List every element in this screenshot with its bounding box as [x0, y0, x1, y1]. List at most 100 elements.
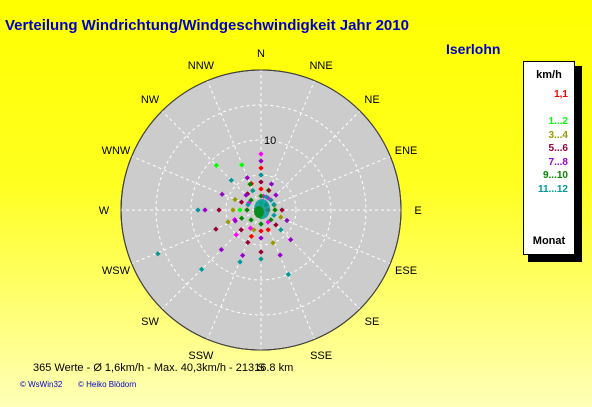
data-point: [155, 251, 161, 257]
data-point: [258, 165, 264, 171]
direction-label-ese: ESE: [395, 265, 417, 277]
direction-label-ssw: SSW: [188, 350, 214, 362]
data-point: [284, 217, 290, 224]
data-point: [266, 187, 272, 194]
direction-label-nnw: NNW: [188, 60, 215, 72]
legend-entry: 11...12: [537, 183, 568, 195]
data-point: [271, 201, 277, 208]
data-point: [245, 239, 251, 246]
grid-spoke: [260, 209, 391, 265]
legend-entry: 3...4: [548, 129, 568, 141]
data-point: [277, 252, 283, 258]
data-point: [248, 233, 255, 240]
data-point: [273, 192, 279, 198]
data-point: [239, 252, 246, 259]
data-point: [238, 215, 245, 221]
legend-entry: 9...10: [542, 170, 568, 181]
data-point: [279, 207, 285, 213]
data-point: [258, 228, 264, 234]
center-cluster-inner: [254, 206, 264, 218]
data-point: [225, 219, 231, 225]
grid-spoke: [161, 209, 262, 310]
direction-label-e: E: [414, 205, 421, 217]
data-point: [216, 207, 222, 213]
data-point: [228, 177, 235, 184]
grid-spoke: [260, 110, 361, 211]
data-point: [248, 197, 254, 203]
data-point: [233, 231, 240, 238]
data-point: [238, 227, 244, 233]
data-point: [219, 191, 225, 198]
credit-wswin: © WsWin32: [20, 380, 63, 389]
data-point: [277, 214, 284, 220]
data-point: [247, 181, 253, 187]
data-point: [287, 236, 294, 243]
data-point: [213, 162, 220, 169]
grid-spoke: [131, 155, 262, 211]
data-point: [258, 172, 264, 178]
data-point: [271, 212, 277, 218]
grid-ring: [190, 139, 332, 281]
direction-label-wnw: WNW: [102, 145, 131, 157]
data-point: [258, 221, 264, 227]
plot-border: [120, 69, 402, 351]
data-point: [198, 266, 205, 273]
grid-spoke: [161, 110, 262, 211]
data-point: [213, 226, 219, 232]
data-point: [258, 193, 264, 199]
grid-spoke: [206, 209, 262, 340]
data-point: [232, 218, 238, 224]
data-point: [237, 259, 243, 265]
data-point: [251, 226, 257, 233]
grid-spoke: [260, 209, 361, 310]
direction-label-s: S: [257, 362, 264, 374]
data-point: [258, 256, 264, 262]
data-point: [258, 151, 264, 157]
data-point: [195, 207, 201, 213]
direction-labels: N NNE NE ENE E ESE SE SSE S SSW SW WSW W WNW NW NNW: [99, 48, 422, 374]
direction-label-se: SE: [365, 316, 380, 328]
location-label: Iserlohn: [446, 41, 501, 57]
direction-label-sse: SSE: [310, 350, 332, 362]
data-point: [243, 192, 249, 198]
chart-title: Verteilung Windrichtung/Windgeschwindigk…: [5, 17, 409, 34]
legend-entry: 1...2: [548, 116, 568, 127]
legend-entry: 1,1: [554, 89, 568, 100]
data-point: [285, 271, 292, 278]
direction-label-wsw: WSW: [102, 265, 131, 277]
data-points: [155, 151, 294, 278]
grid-spoke: [260, 209, 316, 340]
data-point: [244, 207, 250, 213]
direction-label-nne: NNE: [309, 60, 332, 72]
data-point: [270, 240, 276, 246]
data-point: [268, 217, 274, 223]
grid-spoke: [260, 155, 391, 211]
radial-tick-label: 10: [264, 135, 276, 147]
data-point: [245, 202, 251, 208]
data-point: [272, 207, 278, 213]
data-point: [265, 226, 271, 233]
data-point: [278, 227, 284, 233]
data-point: [263, 194, 269, 200]
grid-spoke: [260, 80, 316, 211]
data-point: [250, 187, 256, 194]
data-point: [268, 197, 274, 203]
legend-entry: 5...6: [548, 143, 568, 154]
data-point: [258, 158, 264, 164]
direction-label-sw: SW: [141, 316, 159, 328]
data-point: [258, 235, 264, 241]
data-point: [237, 207, 243, 213]
data-point: [238, 199, 245, 205]
data-point: [273, 222, 279, 228]
direction-label-ene: ENE: [395, 145, 418, 157]
data-point: [248, 217, 254, 223]
grid-spoke: [206, 80, 262, 211]
data-point: [239, 162, 245, 168]
direction-label-ne: NE: [364, 94, 379, 106]
data-point: [218, 246, 225, 253]
stats-line: 365 Werte - Ø 1,6km/h - Max. 40,3km/h - …: [33, 362, 294, 374]
data-point: [258, 179, 264, 185]
legend: km/h 1,1 1...2 3...4 5...6 7...8 9...10 11...1…: [523, 61, 575, 255]
data-point: [244, 175, 251, 181]
